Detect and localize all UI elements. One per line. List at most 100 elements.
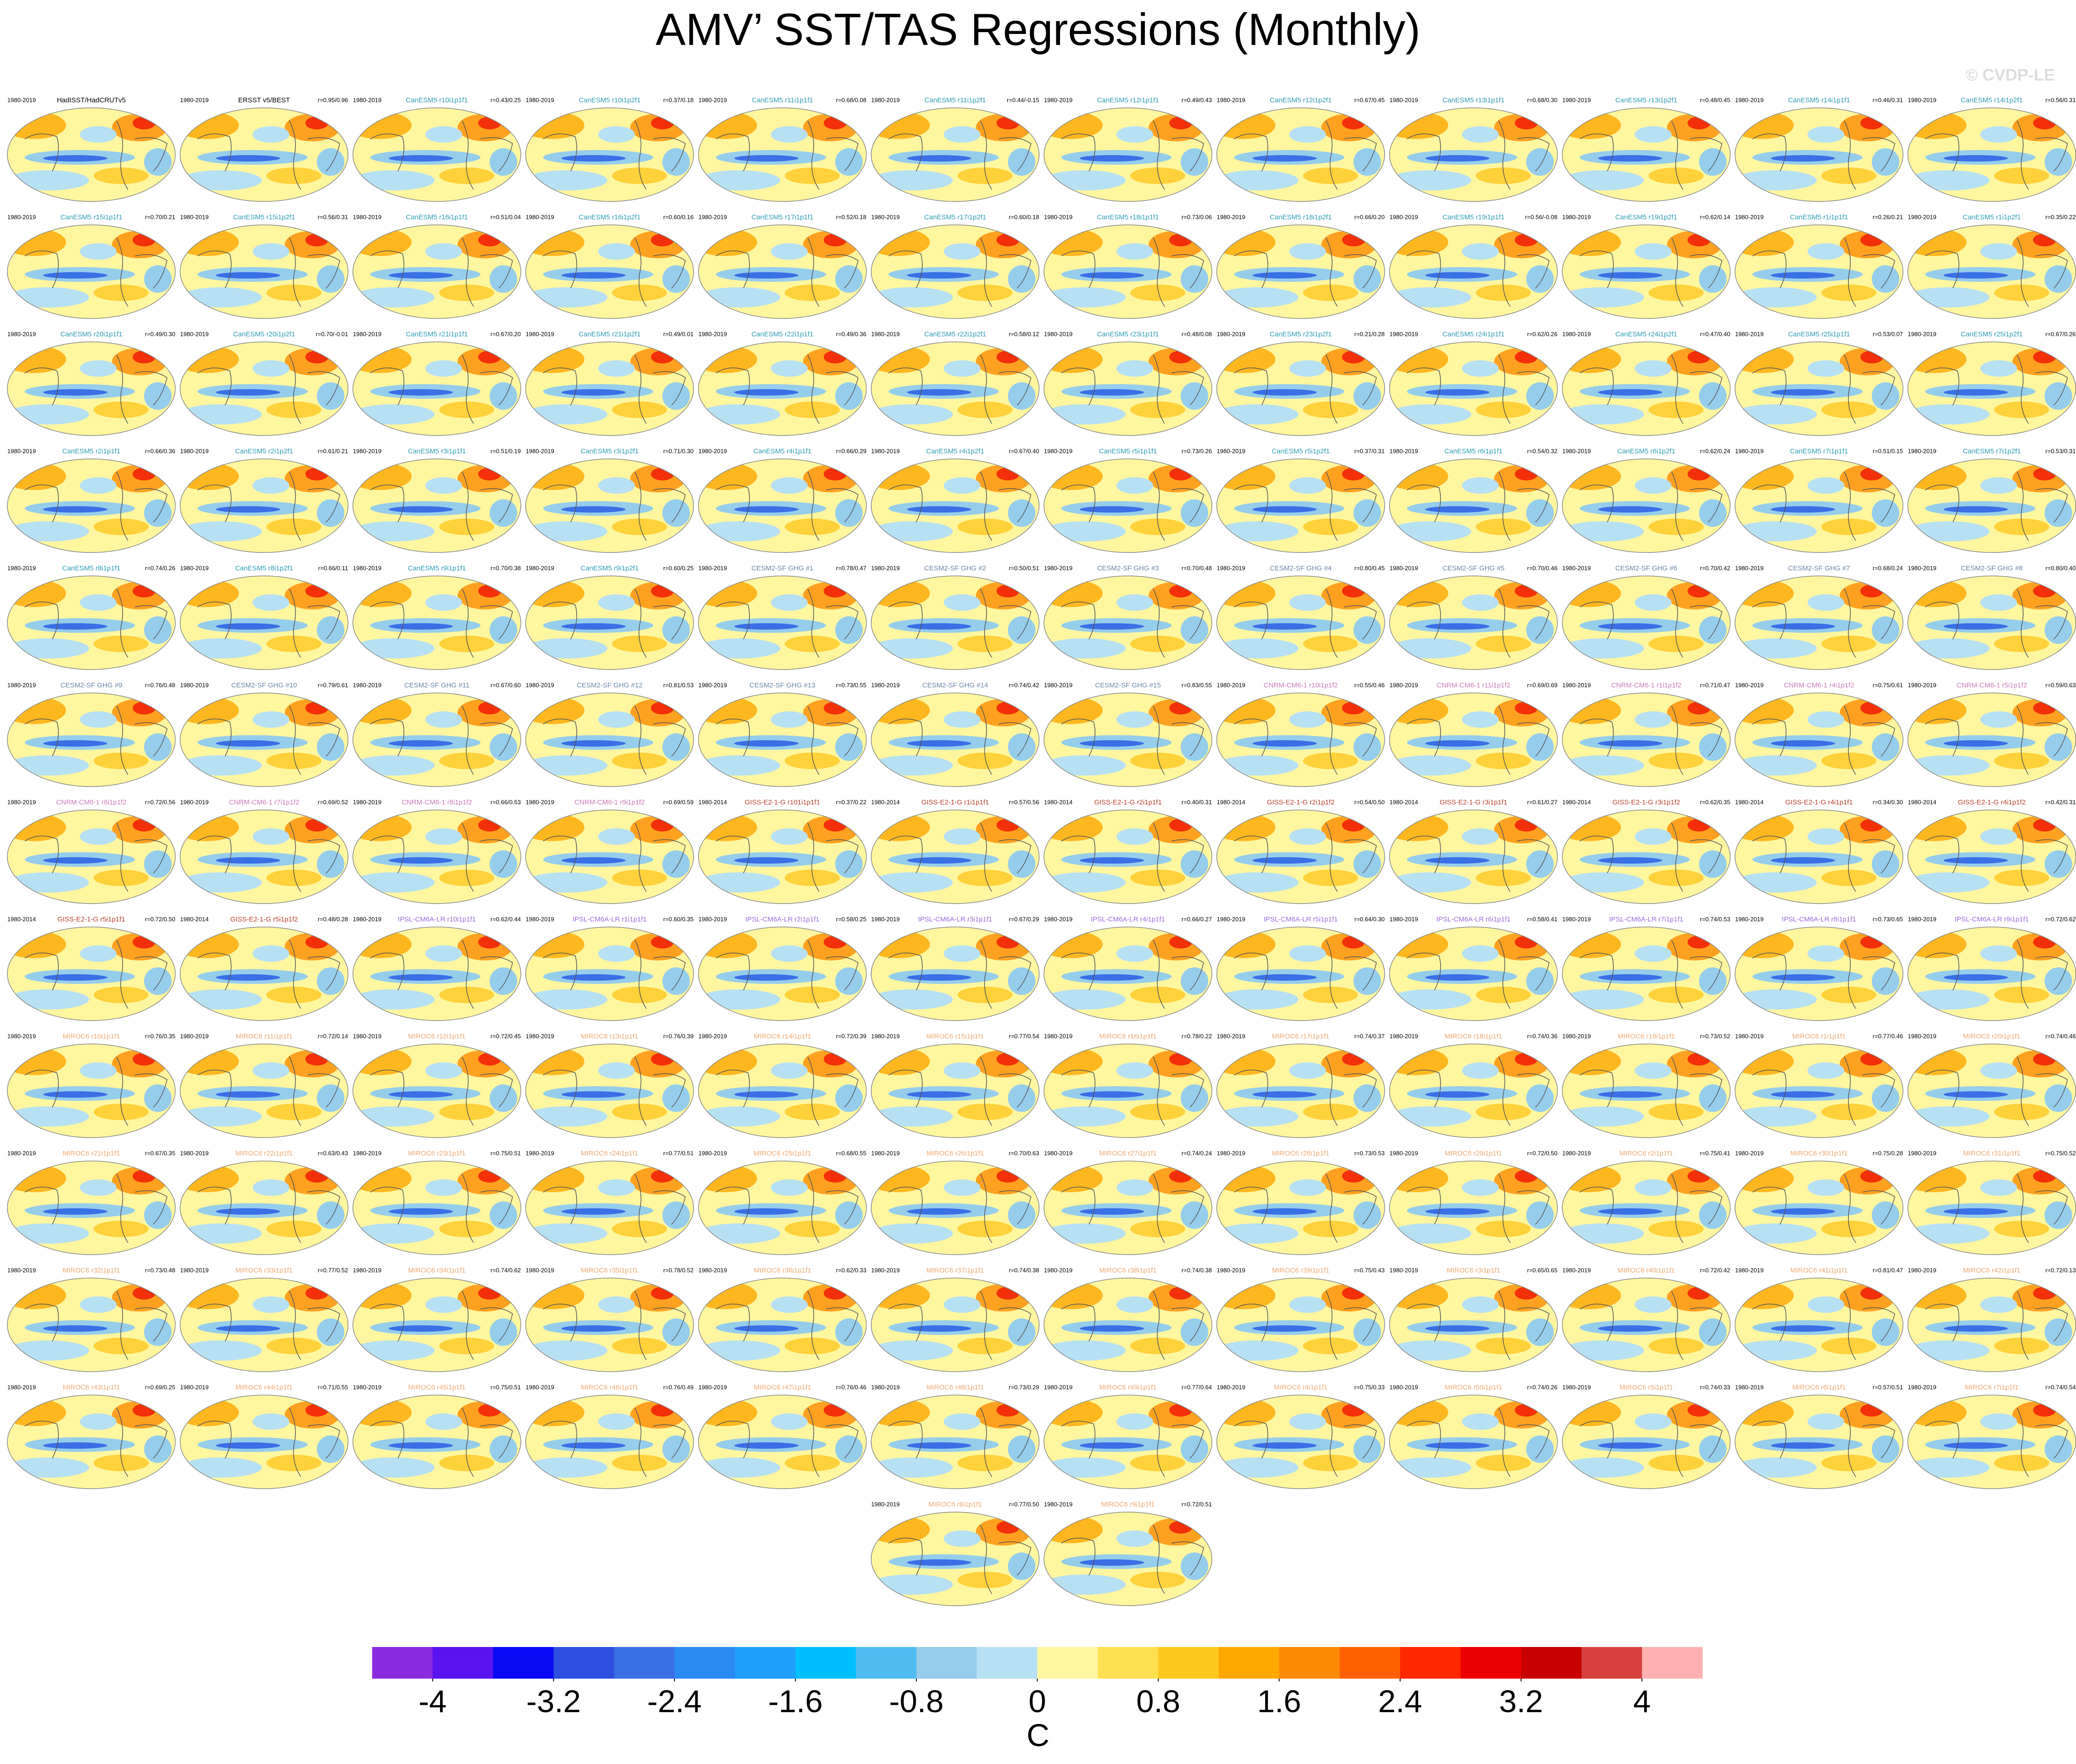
panel-years: 1980-2019 <box>698 96 727 103</box>
panel: 1980-2019 CanESM5 r1i1p1f1 r=0.26/0.21 <box>1730 213 1904 319</box>
panel-title: CanESM5 r7i1p1f1 <box>1790 447 1848 455</box>
colorbar-swatch <box>493 1647 554 1679</box>
colorbar-swatch <box>1339 1647 1401 1679</box>
panel-years: 1980-2019 <box>1563 915 1591 922</box>
panel-r: r=0.51/0.04 <box>491 213 521 220</box>
panel: 1980-2019 CNRM-CM6-1 r1i1p1f2 r=0.71/0.47 <box>1557 681 1731 787</box>
map <box>520 575 695 670</box>
panel-r: r=0.68/0.24 <box>1873 564 1903 571</box>
map <box>693 1277 867 1373</box>
panel: 1980-2019 CanESM5 r23i1p2f1 r=0.21/0.28 <box>1211 330 1386 436</box>
map <box>1903 809 2076 904</box>
credit: © CVDP-LE <box>1965 66 2055 84</box>
panel-title: CanESM5 r14i1p1f1 <box>1788 96 1850 104</box>
panel: 1980-2019 MIROC6 r22i1p1f1 r=0.63/0.43 <box>175 1150 349 1256</box>
panel-title: MIROC6 r20i1p1f1 <box>1963 1033 2020 1040</box>
panel: 1980-2019 CNRM-CM6-1 r8i1p1f2 r=0.66/0.53 <box>347 798 522 904</box>
map <box>1730 575 1904 670</box>
panel-r: r=0.56/0.31 <box>318 213 348 220</box>
panel-r: r=0.69/0.52 <box>318 798 348 805</box>
panel-title: MIROC6 r36i1p1f1 <box>753 1267 811 1274</box>
panel-title: MIROC6 r16i1p1f1 <box>1099 1033 1156 1040</box>
panel-r: r=0.62/0.33 <box>836 1267 866 1273</box>
map <box>347 107 522 202</box>
panel: 1980-2019 CanESM5 r19i1p1f1 r=0.56/-0.08 <box>1384 213 1558 319</box>
map <box>1557 1394 1731 1490</box>
panel-years: 1980-2019 <box>1735 1033 1763 1039</box>
panel: 1980-2019 CanESM5 r21i1p2f1 r=0.49/0.01 <box>520 330 695 436</box>
panel-title: GISS-E2-1-G r4i1p1f1 <box>1785 798 1853 806</box>
panel-r: r=0.46/0.31 <box>1873 96 1903 103</box>
panel-title: CanESM5 r8i1p2f1 <box>235 564 293 572</box>
panel: 1980-2019 CanESM5 r25i1p1f1 r=0.53/0.07 <box>1730 330 1904 436</box>
panel: 1980-2019 CanESM5 r8i1p2f1 r=0.66/0.11 <box>175 564 349 670</box>
map <box>1903 692 2076 787</box>
panel-title: MIROC6 r24i1p1f1 <box>581 1150 638 1157</box>
map <box>175 1277 349 1373</box>
panel: 1980-2019 IPSL-CM6A-LR r1i1p1f1 r=0.60/0.3… <box>520 915 695 1022</box>
panel-r: r=0.77/0.64 <box>1182 1384 1212 1390</box>
panel-title: CanESM5 r5i1p2f1 <box>1272 447 1330 455</box>
panel-years: 1980-2019 <box>353 681 381 688</box>
panel-title: CanESM5 r4i1p2f1 <box>926 447 984 455</box>
panel: 1980-2019 CanESM5 r18i1p2f1 r=0.66/0.20 <box>1211 213 1386 319</box>
panel-title: IPSL-CM6A-LR r10i1p1f1 <box>398 915 476 923</box>
panel-years: 1980-2019 <box>1735 447 1763 454</box>
panel-title: MIROC6 r30i1p1f1 <box>1790 1150 1847 1157</box>
colorbar-tick-label: 0 <box>1028 1684 1046 1719</box>
map <box>1384 1160 1558 1256</box>
colorbar-tick-label: -4 <box>419 1684 446 1719</box>
panel-r: r=0.72/0.42 <box>1700 1267 1730 1273</box>
panel-r: r=0.75/0.51 <box>491 1384 521 1390</box>
panel: 1980-2019 ERSST v5/BEST r=0.95/0.96 <box>175 96 349 202</box>
panel-r: r=0.65/0.65 <box>1527 1267 1557 1273</box>
panel-r: r=0.75/0.51 <box>491 1150 521 1156</box>
map <box>1730 458 1904 553</box>
panel: 1980-2019 CESM2-SF GHG #1 r=0.78/0.47 <box>693 564 867 670</box>
map <box>1730 926 1904 1022</box>
panel: 1980-2019 CNRM-CM6-1 r11i1p1f2 r=0.69/0.69 <box>1384 681 1558 787</box>
panel: 1980-2019 MIROC6 r45i1p1f1 r=0.75/0.51 <box>347 1384 522 1490</box>
panel-title: MIROC6 r14i1p1f1 <box>753 1033 811 1040</box>
panel-r: r=0.37/0.22 <box>836 798 866 805</box>
panel: 1980-2019 MIROC6 r49i1p1f1 r=0.77/0.64 <box>1038 1384 1213 1490</box>
panel-years: 1980-2019 <box>1908 1267 1936 1273</box>
panel-title: CanESM5 r22i1p2f1 <box>924 330 986 338</box>
panel: 1980-2019 MIROC6 r18i1p1f1 r=0.74/0.36 <box>1384 1033 1558 1139</box>
panel: 1980-2019 CNRM-CM6-1 r6i1p1f2 r=0.72/0.56 <box>2 798 176 904</box>
panel-r: r=0.53/0.31 <box>2045 447 2076 454</box>
panel-years: 1980-2019 <box>871 96 900 103</box>
panel-r: r=0.69/0.69 <box>1527 681 1557 688</box>
panel-title: CanESM5 r21i1p2f1 <box>579 330 641 338</box>
panel-years: 1980-2019 <box>1735 330 1763 337</box>
panel-title: CanESM5 r19i1p2f1 <box>1615 213 1677 221</box>
colorbar-swatch <box>977 1647 1038 1679</box>
panel-title: CanESM5 r14i1p2f1 <box>1961 96 2023 104</box>
panel-r: r=0.52/0.18 <box>836 213 866 220</box>
panel-r: r=0.34/0.30 <box>1873 798 1903 805</box>
panel-years: 1980-2019 <box>1044 1150 1072 1156</box>
panel-r: r=0.76/0.48 <box>145 681 175 688</box>
panel-r: r=0.73/0.06 <box>1182 213 1212 220</box>
panel-r: r=0.49/0.01 <box>663 330 693 337</box>
panel-r: r=0.83/0.55 <box>1182 681 1212 688</box>
panel-r: r=0.60/0.35 <box>663 915 693 922</box>
panel: 1980-2019 IPSL-CM6A-LR r5i1p1f1 r=0.64/0.3… <box>1211 915 1386 1022</box>
map <box>1038 1160 1213 1256</box>
panel-r: r=0.66/0.29 <box>836 447 866 454</box>
panel-title: MIROC6 r45i1p1f1 <box>408 1384 465 1391</box>
panel: 1980-2014 GISS-E2-1-G r5i1p1f1 r=0.72/0.50 <box>2 915 176 1022</box>
panel: 1980-2019 CanESM5 r4i1p1f1 r=0.66/0.29 <box>693 447 867 553</box>
panel: 1980-2019 MIROC6 r19i1p1f1 r=0.73/0.52 <box>1557 1033 1731 1139</box>
panel-years: 1980-2019 <box>871 1501 900 1507</box>
panel-years: 1980-2019 <box>353 330 381 337</box>
panel-r: r=0.76/0.35 <box>145 1033 175 1039</box>
panel: 1980-2019 IPSL-CM6A-LR r2i1p1f1 r=0.58/0.2… <box>693 915 867 1022</box>
panel: 1980-2019 CanESM5 r17i1p1f1 r=0.52/0.18 <box>693 213 867 319</box>
panel-title: CESM2-SF GHG #6 <box>1615 564 1677 572</box>
panel-years: 1980-2019 <box>1390 1150 1418 1156</box>
panel-years: 1980-2019 <box>353 1033 381 1039</box>
colorbar-swatch <box>1642 1647 1703 1679</box>
panel: 1980-2019 CanESM5 r12i1p2f1 r=0.67/0.45 <box>1211 96 1386 202</box>
panel: 1980-2019 CESM2-SF GHG #3 r=0.70/0.48 <box>1038 564 1213 670</box>
